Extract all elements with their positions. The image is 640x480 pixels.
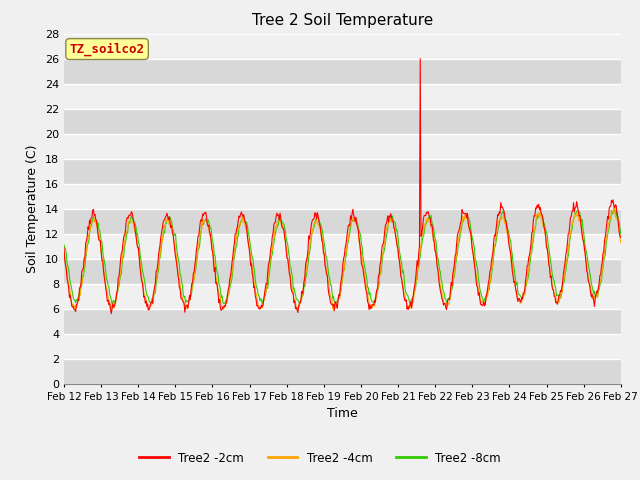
- Bar: [64, 284, 621, 309]
- Bar: [64, 34, 621, 59]
- Bar: [64, 59, 621, 84]
- X-axis label: Time: Time: [327, 407, 358, 420]
- Line: Tree2 -4cm: Tree2 -4cm: [64, 206, 621, 310]
- Tree2 -2cm: [185, 300, 193, 305]
- Tree2 -2cm: [108, 311, 115, 316]
- Tree2 -2cm: [70, 307, 78, 312]
- Tree2 -4cm: [60, 251, 68, 257]
- Tree2 -8cm: [406, 302, 414, 308]
- Tree2 -8cm: [428, 212, 435, 218]
- Title: Tree 2 Soil Temperature: Tree 2 Soil Temperature: [252, 13, 433, 28]
- Tree2 -4cm: [184, 305, 192, 311]
- Tree2 -8cm: [611, 205, 618, 211]
- Line: Tree2 -2cm: Tree2 -2cm: [64, 59, 621, 313]
- Bar: [64, 209, 621, 234]
- Tree2 -2cm: [60, 245, 68, 251]
- Tree2 -2cm: [428, 222, 436, 228]
- Text: TZ_soilco2: TZ_soilco2: [70, 42, 145, 56]
- Tree2 -8cm: [184, 299, 192, 304]
- Bar: [64, 108, 621, 134]
- Y-axis label: Soil Temperature (C): Soil Temperature (C): [26, 144, 39, 273]
- Tree2 -4cm: [617, 240, 625, 246]
- Tree2 -4cm: [411, 288, 419, 294]
- Tree2 -8cm: [70, 297, 78, 303]
- Tree2 -2cm: [417, 56, 424, 61]
- Bar: [64, 234, 621, 259]
- Tree2 -8cm: [127, 213, 135, 219]
- Bar: [64, 334, 621, 359]
- Bar: [64, 259, 621, 284]
- Tree2 -4cm: [70, 305, 78, 311]
- Tree2 -4cm: [610, 203, 618, 209]
- Tree2 -2cm: [214, 291, 222, 297]
- Tree2 -8cm: [214, 270, 221, 276]
- Tree2 -8cm: [617, 231, 625, 237]
- Bar: [64, 184, 621, 209]
- Bar: [64, 309, 621, 334]
- Line: Tree2 -8cm: Tree2 -8cm: [64, 208, 621, 305]
- Tree2 -4cm: [214, 282, 221, 288]
- Tree2 -4cm: [428, 225, 435, 230]
- Tree2 -4cm: [293, 307, 301, 313]
- Bar: [64, 359, 621, 384]
- Tree2 -2cm: [411, 282, 419, 288]
- Tree2 -2cm: [617, 235, 625, 240]
- Bar: [64, 84, 621, 108]
- Tree2 -2cm: [128, 210, 136, 216]
- Tree2 -8cm: [60, 242, 68, 248]
- Tree2 -8cm: [411, 288, 419, 293]
- Bar: [64, 159, 621, 184]
- Legend: Tree2 -2cm, Tree2 -4cm, Tree2 -8cm: Tree2 -2cm, Tree2 -4cm, Tree2 -8cm: [134, 447, 506, 469]
- Tree2 -4cm: [127, 219, 135, 225]
- Bar: [64, 134, 621, 159]
